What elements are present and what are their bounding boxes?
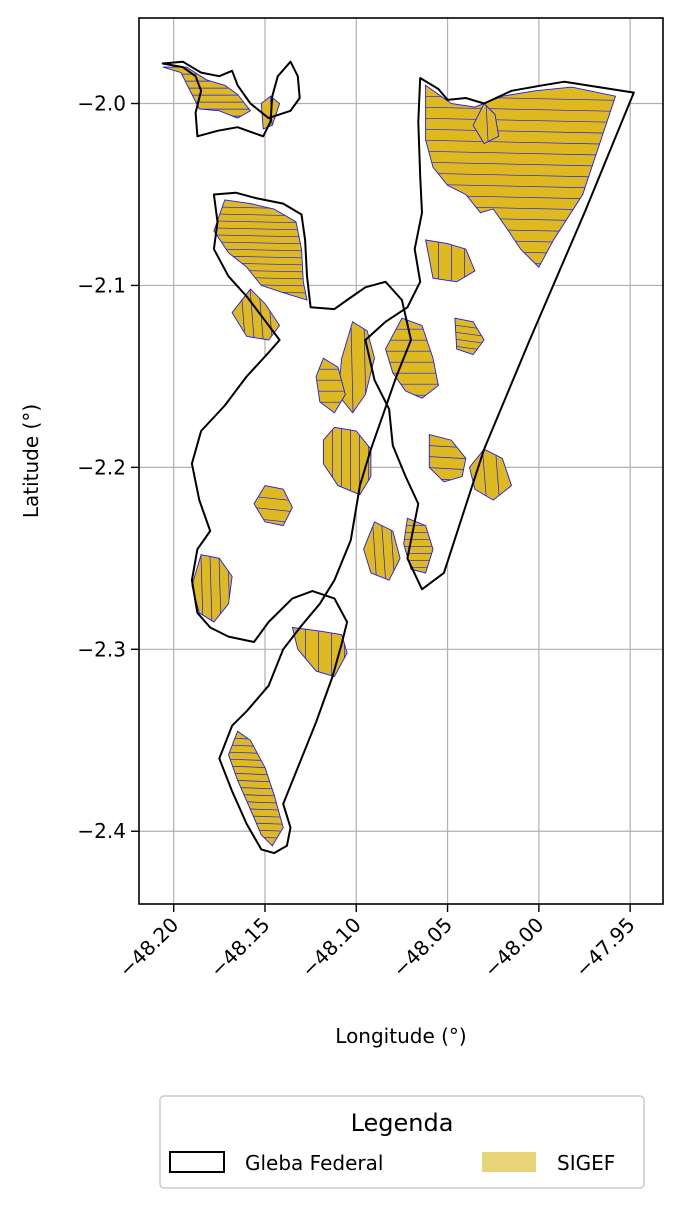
x-tick-label-0: −48.20: [114, 913, 183, 982]
x-tick-label-3: −48.05: [388, 913, 457, 982]
y-axis-label: Latitude (°): [19, 404, 43, 518]
legend: Legenda Gleba Federal SIGEF: [159, 1095, 645, 1189]
x-axis-label: Longitude (°): [335, 1024, 466, 1048]
x-tick-label-4: −48.00: [479, 913, 548, 982]
gleba-federal-outlines: [161, 60, 635, 855]
sigef-parcel-2: [425, 84, 617, 268]
sigef-parcel-divisions-17: [372, 521, 401, 581]
gleba-federal-outline-2: [190, 191, 412, 855]
sigef-parcel-19: [472, 102, 500, 145]
y-tick-label-3: −2.3: [77, 637, 126, 661]
sigef-parcel-0: [162, 66, 252, 119]
x-tick-label-2: −48.10: [296, 913, 365, 982]
x-ticks: −48.20 −48.15 −48.10 −48.05 −48.00 −47.95: [114, 904, 640, 982]
legend-swatch-gleba-federal: [169, 1151, 225, 1173]
legend-title: Legenda: [351, 1109, 454, 1137]
x-tick-label-5: −47.95: [570, 913, 639, 982]
y-tick-label-0: −2.0: [77, 92, 126, 116]
x-tick-label-1: −48.15: [205, 913, 274, 982]
legend-label-sigef: SIGEF: [557, 1151, 615, 1175]
legend-swatch-sigef: [482, 1152, 536, 1172]
sigef-parcel-15: [291, 626, 348, 678]
sigef-parcel-18: [315, 357, 346, 414]
legend-label-gleba-federal: Gleba Federal: [245, 1151, 383, 1175]
sigef-parcel-3: [425, 239, 476, 283]
sigef-parcel-divisions-19: [485, 103, 489, 144]
plot-frame: [138, 17, 664, 905]
sigef-parcel-17: [363, 521, 401, 581]
y-ticks: −2.0 −2.1 −2.2 −2.3 −2.4: [77, 92, 139, 843]
sigef-parcel-8: [454, 317, 485, 356]
y-tick-label-2: −2.2: [77, 455, 126, 479]
y-tick-label-4: −2.4: [77, 819, 126, 843]
gleba-federal-outline-0: [161, 60, 301, 138]
sigef-parcel-9: [322, 426, 372, 496]
gleba-federal-outline-1: [364, 77, 635, 591]
y-tick-label-1: −2.1: [77, 273, 126, 297]
sigef-parcel-14: [253, 485, 293, 527]
sigef-parcel-6: [385, 317, 439, 399]
